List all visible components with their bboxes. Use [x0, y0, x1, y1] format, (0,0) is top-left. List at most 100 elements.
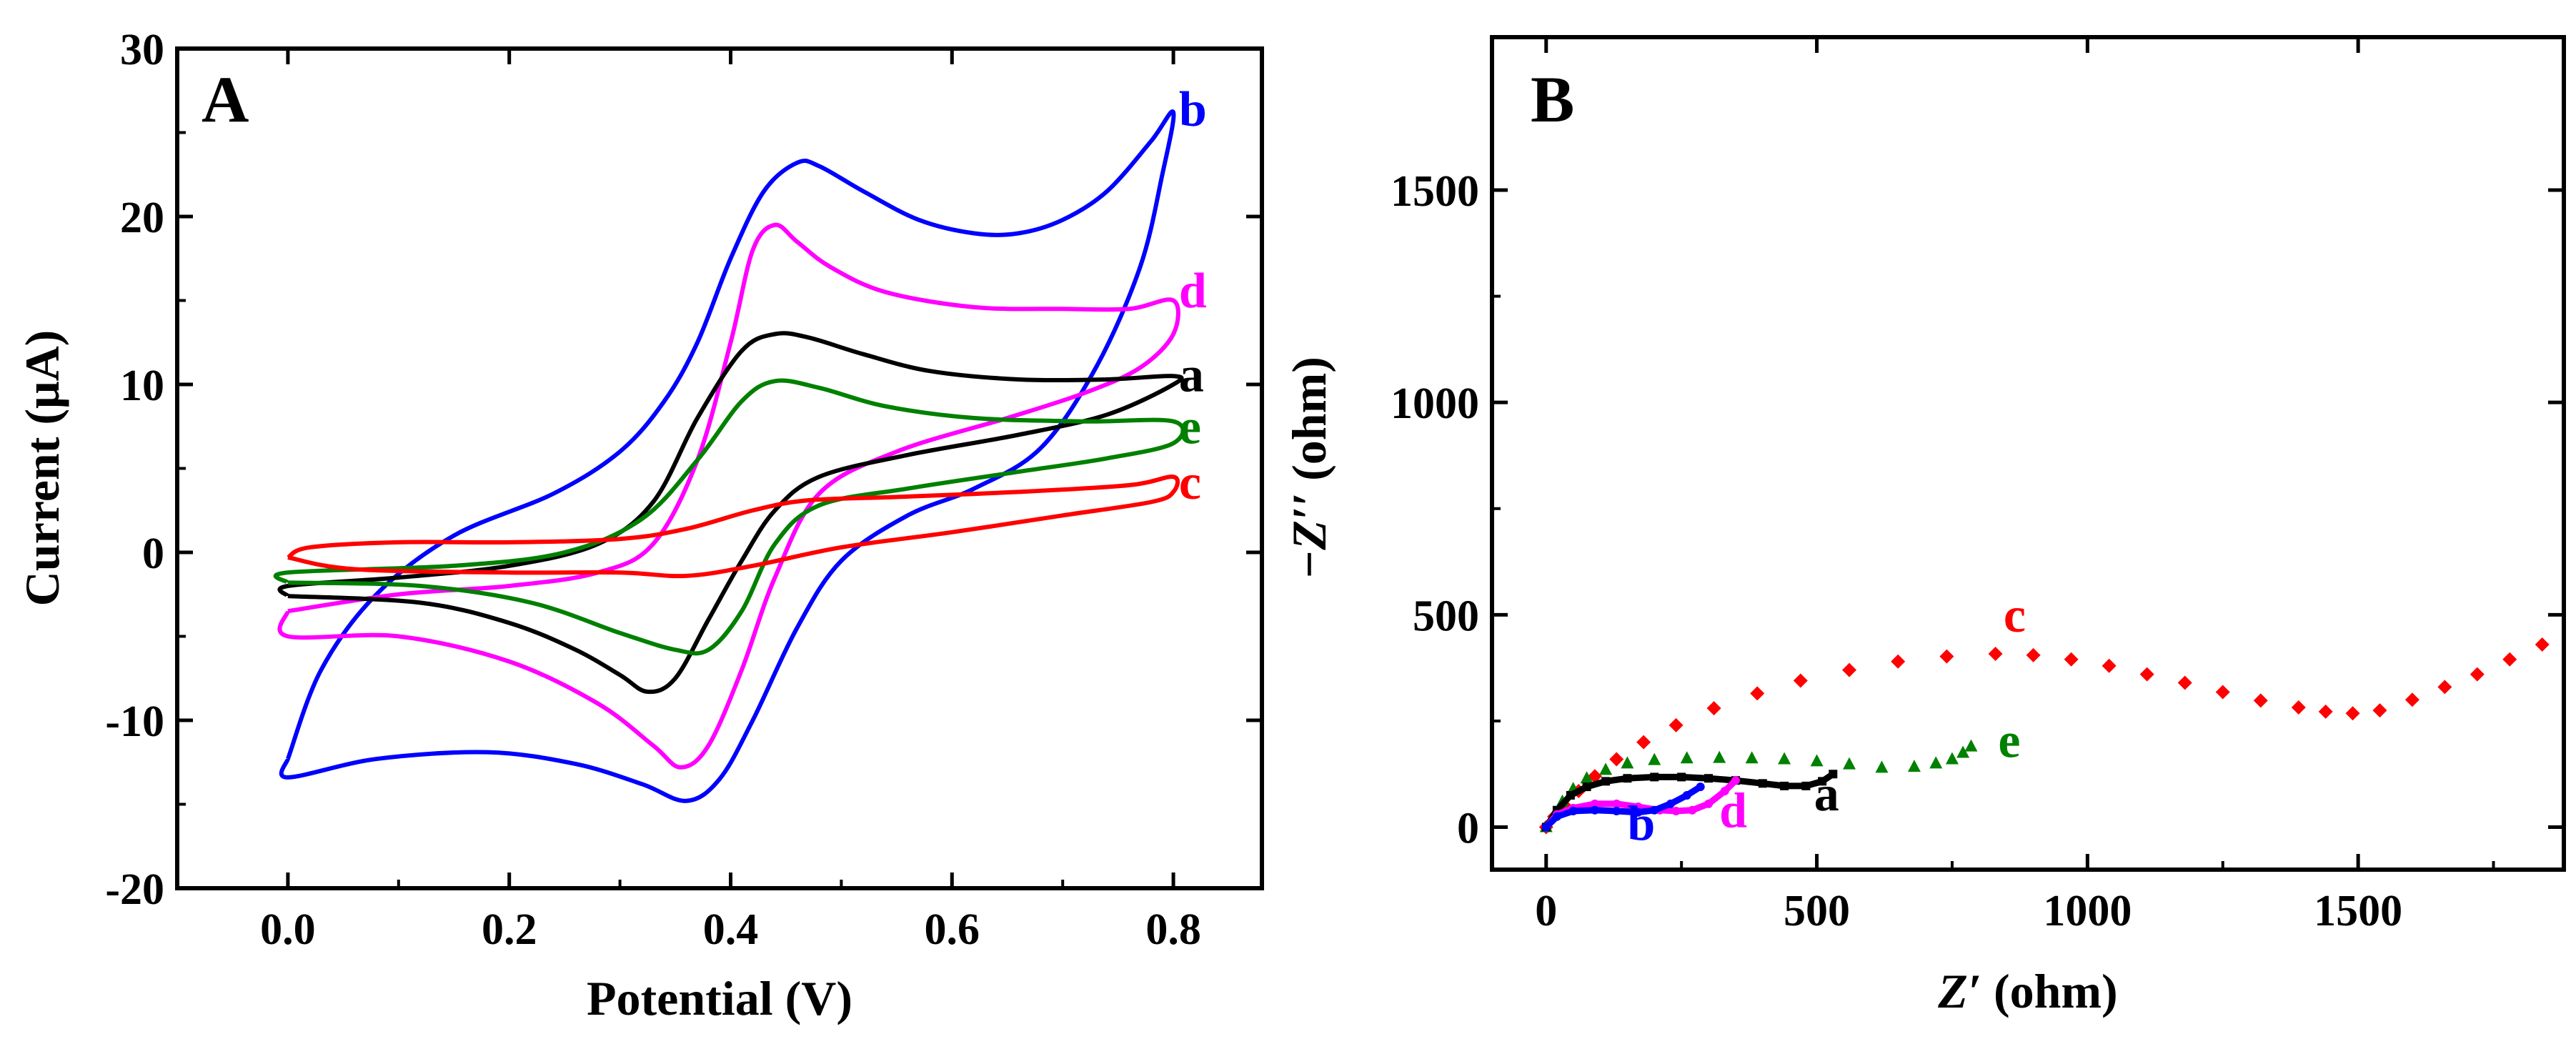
- y-tick-label: 0: [142, 530, 164, 578]
- point-a: [1677, 772, 1686, 782]
- point-c: [2215, 685, 2230, 700]
- point-e: [1956, 745, 1970, 758]
- point-c: [2502, 652, 2517, 667]
- point-d: [1671, 806, 1681, 815]
- y-tick-label: 30: [120, 26, 164, 74]
- panel-b-x-label-unit: (ohm): [1981, 964, 2118, 1018]
- point-b: [1666, 799, 1675, 808]
- point-a: [1818, 777, 1827, 786]
- panel-a-x-axis: 0.0 0.2 0.4 0.6 0.8: [176, 49, 1201, 954]
- curve-label-b: b: [1179, 82, 1207, 137]
- panel-b-curve-labels: c e a d b: [1627, 588, 2026, 851]
- point-e: [1778, 752, 1791, 765]
- point-c: [1636, 735, 1651, 750]
- y-tick-label: 500: [1413, 592, 1479, 640]
- point-b: [1612, 806, 1621, 815]
- point-e: [1964, 739, 1978, 752]
- panel-b-frame: [1490, 35, 2566, 872]
- point-a: [1704, 774, 1714, 783]
- x-tick-label: 0.8: [1145, 905, 1201, 954]
- curve-label-a: a: [1179, 347, 1204, 402]
- point-a: [1780, 781, 1789, 790]
- point-c: [2139, 667, 2154, 682]
- panel-b-x-label-var: Z′: [1937, 964, 1981, 1018]
- point-c: [1891, 654, 1906, 669]
- point-e: [1580, 771, 1593, 784]
- point-e: [1713, 750, 1726, 763]
- cv-curve-d: [277, 222, 1180, 770]
- point-e: [1945, 752, 1959, 765]
- point-a: [1801, 781, 1811, 790]
- point-c: [1939, 649, 1954, 664]
- point-e: [1875, 760, 1889, 773]
- point-c: [2405, 692, 2420, 707]
- nyquist-series-c: [1538, 637, 2550, 835]
- point-c: [2437, 680, 2452, 695]
- point-a: [1758, 779, 1767, 788]
- point-b: [1552, 812, 1561, 821]
- point-e: [1648, 752, 1661, 765]
- curve-label-e: e: [1998, 713, 2020, 768]
- panel-a-y-axis: -20 -10 0 10 20 30: [105, 26, 1262, 914]
- x-tick-label: 1500: [2314, 887, 2402, 935]
- curve-label-c: c: [2004, 588, 2026, 643]
- x-tick-label: 0.4: [703, 905, 759, 954]
- point-e: [1621, 756, 1634, 769]
- y-tick-label: 10: [120, 362, 164, 410]
- nyquist-series-b: [1541, 782, 1705, 832]
- point-c: [2102, 658, 2117, 673]
- point-e: [1680, 751, 1694, 764]
- point-a: [1601, 777, 1611, 786]
- point-b: [1541, 822, 1551, 832]
- panel-a-letter: A: [202, 63, 249, 136]
- curve-label-e: e: [1179, 399, 1201, 454]
- point-a: [1566, 790, 1575, 800]
- y-tick-label: 1500: [1391, 167, 1479, 216]
- point-c: [2026, 647, 2041, 662]
- nyquist-trace-b: [1543, 784, 1703, 830]
- point-e: [1810, 754, 1824, 767]
- cv-curve-e: [273, 378, 1185, 656]
- x-tick-label: 0.2: [482, 905, 537, 954]
- y-tick-label: -20: [105, 865, 164, 914]
- y-tick-label: 0: [1457, 805, 1479, 853]
- panel-a-x-label: Potential (V): [587, 971, 852, 1025]
- point-b: [1633, 807, 1643, 817]
- cv-curve-b: [279, 109, 1176, 803]
- point-a: [1623, 774, 1632, 783]
- point-c: [1609, 752, 1624, 767]
- curve-label-c: c: [1179, 455, 1201, 510]
- point-a: [1582, 782, 1591, 792]
- x-tick-label: 0: [1535, 887, 1557, 935]
- point-c: [2064, 652, 2079, 667]
- point-d: [1590, 799, 1599, 808]
- panel-b: B 0 500 1000 1500 0 500 1000 1500 c e a d b Z′ (oh…: [1282, 35, 2566, 1018]
- point-d: [1688, 805, 1697, 815]
- panel-a-y-label: Current (μA): [15, 330, 69, 607]
- point-c: [2535, 637, 2550, 652]
- point-c: [1842, 662, 1856, 677]
- point-c: [1706, 701, 1721, 716]
- x-tick-label: 500: [1784, 887, 1850, 935]
- point-c: [1750, 686, 1765, 701]
- panel-b-y-label-unit: (ohm): [1282, 357, 1336, 493]
- point-c: [2345, 706, 2360, 721]
- point-b: [1568, 806, 1578, 815]
- panel-b-letter: B: [1531, 63, 1574, 136]
- panel-a-series: [273, 109, 1185, 803]
- point-c: [2253, 693, 2268, 708]
- y-tick-label: 1000: [1391, 379, 1479, 428]
- x-tick-label: 1000: [2043, 887, 2132, 935]
- y-tick-label: -10: [105, 697, 164, 746]
- point-b: [1590, 805, 1599, 815]
- curve-label-a: a: [1814, 767, 1839, 822]
- point-c: [1669, 717, 1684, 732]
- panel-b-x-axis: 0 500 1000 1500: [1535, 37, 2495, 935]
- point-b: [1696, 782, 1705, 792]
- point-c: [2177, 675, 2192, 690]
- panel-b-y-label-var: −Z′′: [1282, 493, 1336, 580]
- point-b: [1650, 805, 1659, 815]
- panel-b-y-label: −Z′′ (ohm): [1282, 357, 1336, 580]
- cv-curve-c: [287, 474, 1180, 579]
